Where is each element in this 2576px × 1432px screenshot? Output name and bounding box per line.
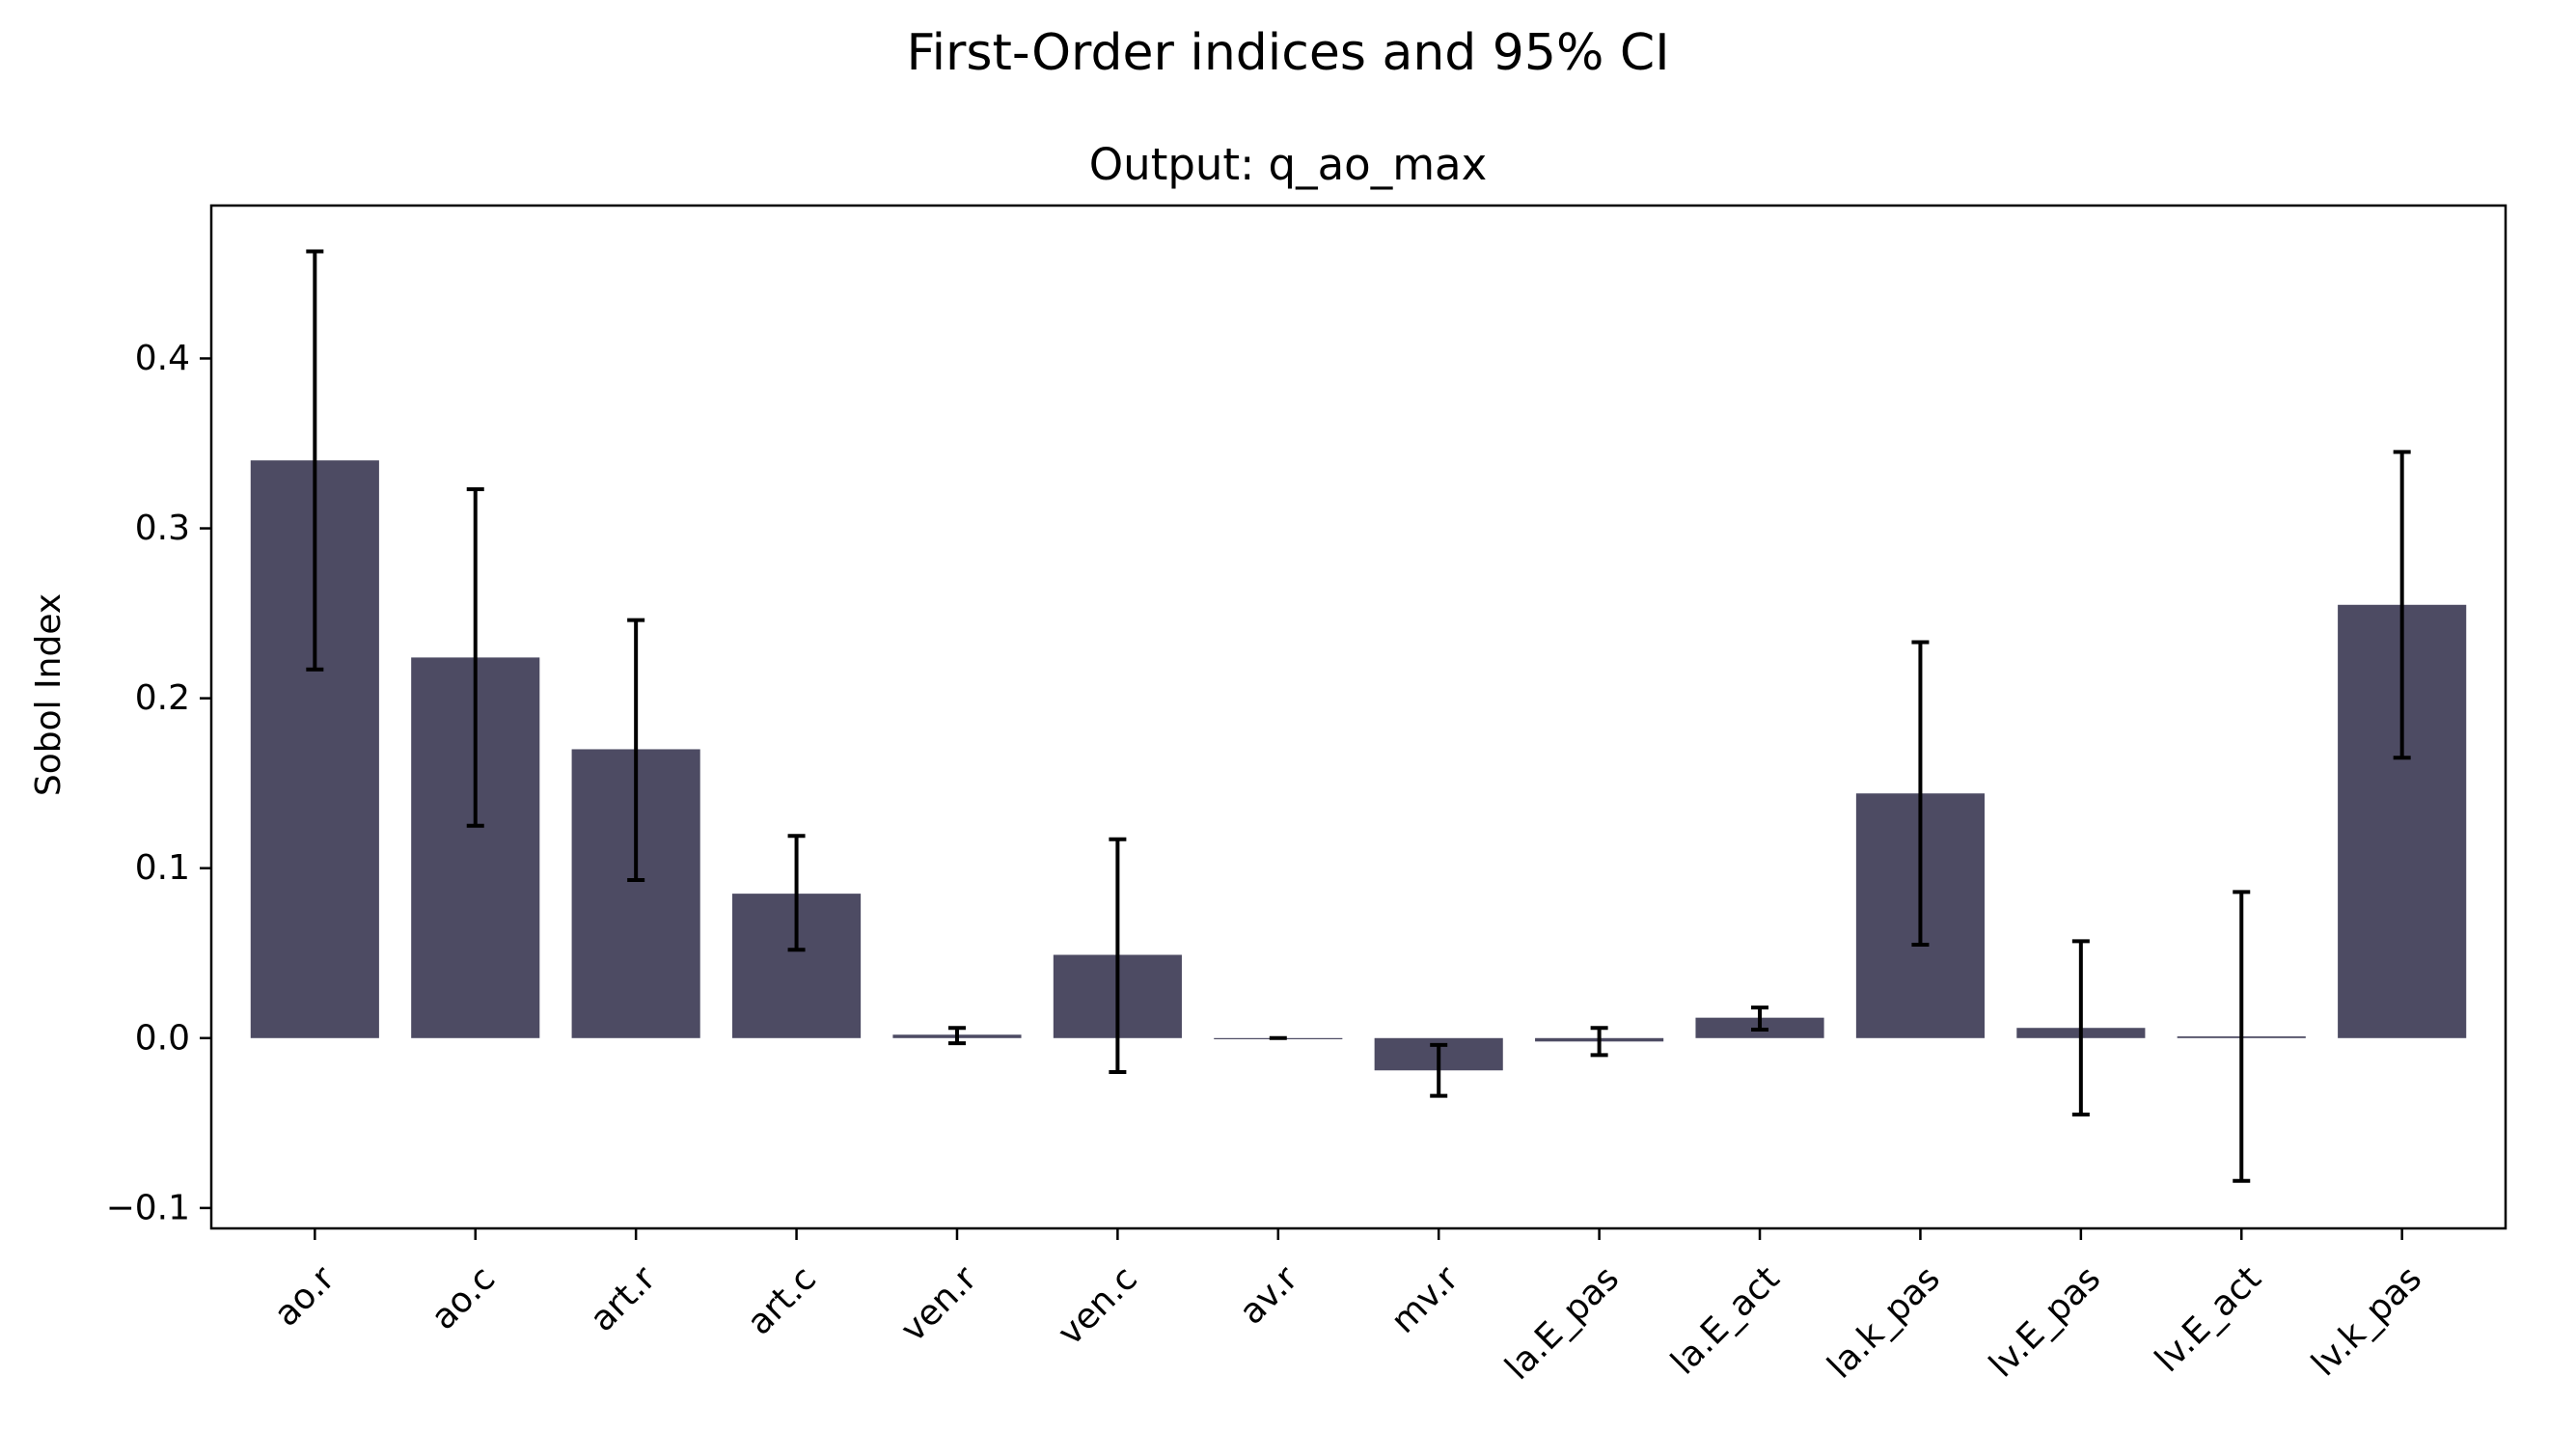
errorbar-ven.r (947, 1026, 966, 1046)
chart-title: Output: q_ao_max (1089, 139, 1488, 190)
x-axis: ao.r ao.c art.r art.c ven.r ven.c av.r mv.r la.E… (267, 1228, 2429, 1388)
errorbar-lv.E_pas (2071, 939, 2090, 1117)
x-tick-label-art.c: art.c (740, 1258, 824, 1342)
y-axis-label: Sobol Index (29, 593, 69, 796)
errorbar-ven.c (1109, 837, 1127, 1075)
y-tick-label-5: 0.4 (135, 339, 190, 378)
errorbar-ao.r (306, 249, 324, 672)
x-tick-label-lv.E_pas: lv.E_pas (1982, 1258, 2108, 1385)
errorbar-art.c (787, 834, 806, 952)
y-tick-label-4: 0.3 (135, 509, 190, 548)
x-tick-label-lv.E_act: lv.E_act (2148, 1258, 2269, 1380)
y-tick-label-0: −0.1 (106, 1188, 190, 1227)
errorbars-layer (306, 249, 2411, 1183)
plot-frame (209, 204, 2507, 1230)
x-tick-label-art.r: art.r (583, 1258, 664, 1339)
x-tick-label-la.k_pas: la.k_pas (1821, 1258, 1948, 1386)
y-tick-label-1: 0.0 (135, 1018, 190, 1058)
y-axis: −0.1 0.0 0.1 0.2 0.3 0.4 (106, 339, 211, 1227)
x-tick-label-ao.c: ao.c (424, 1258, 503, 1337)
errorbar-art.r (627, 618, 645, 883)
errorbar-la.E_act (1751, 1005, 1769, 1032)
errorbar-la.k_pas (1911, 640, 1930, 947)
errorbar-mv.r (1430, 1042, 1448, 1098)
x-tick-label-la.E_act: la.E_act (1663, 1258, 1787, 1382)
x-tick-label-lv.k_pas: lv.k_pas (2304, 1258, 2429, 1384)
x-tick-label-la.E_pas: la.E_pas (1497, 1258, 1627, 1388)
errorbar-lv.k_pas (2393, 450, 2411, 760)
errorbar-la.E_pas (1590, 1026, 1608, 1058)
x-tick-label-ven.r: ven.r (893, 1258, 985, 1350)
bars-layer (250, 460, 2467, 1071)
x-tick-label-ao.r: ao.r (267, 1258, 343, 1334)
y-tick-label-2: 0.1 (135, 848, 190, 888)
y-tick-label-3: 0.2 (135, 678, 190, 718)
figure-suptitle: First-Order indices and 95% CI (906, 24, 1669, 82)
errorbar-lv.E_act (2233, 890, 2251, 1183)
x-tick-label-ven.c: ven.c (1051, 1258, 1145, 1353)
errorbar-ao.c (466, 487, 484, 828)
x-tick-label-mv.r: mv.r (1384, 1258, 1466, 1341)
x-tick-label-av.r: av.r (1232, 1258, 1305, 1332)
